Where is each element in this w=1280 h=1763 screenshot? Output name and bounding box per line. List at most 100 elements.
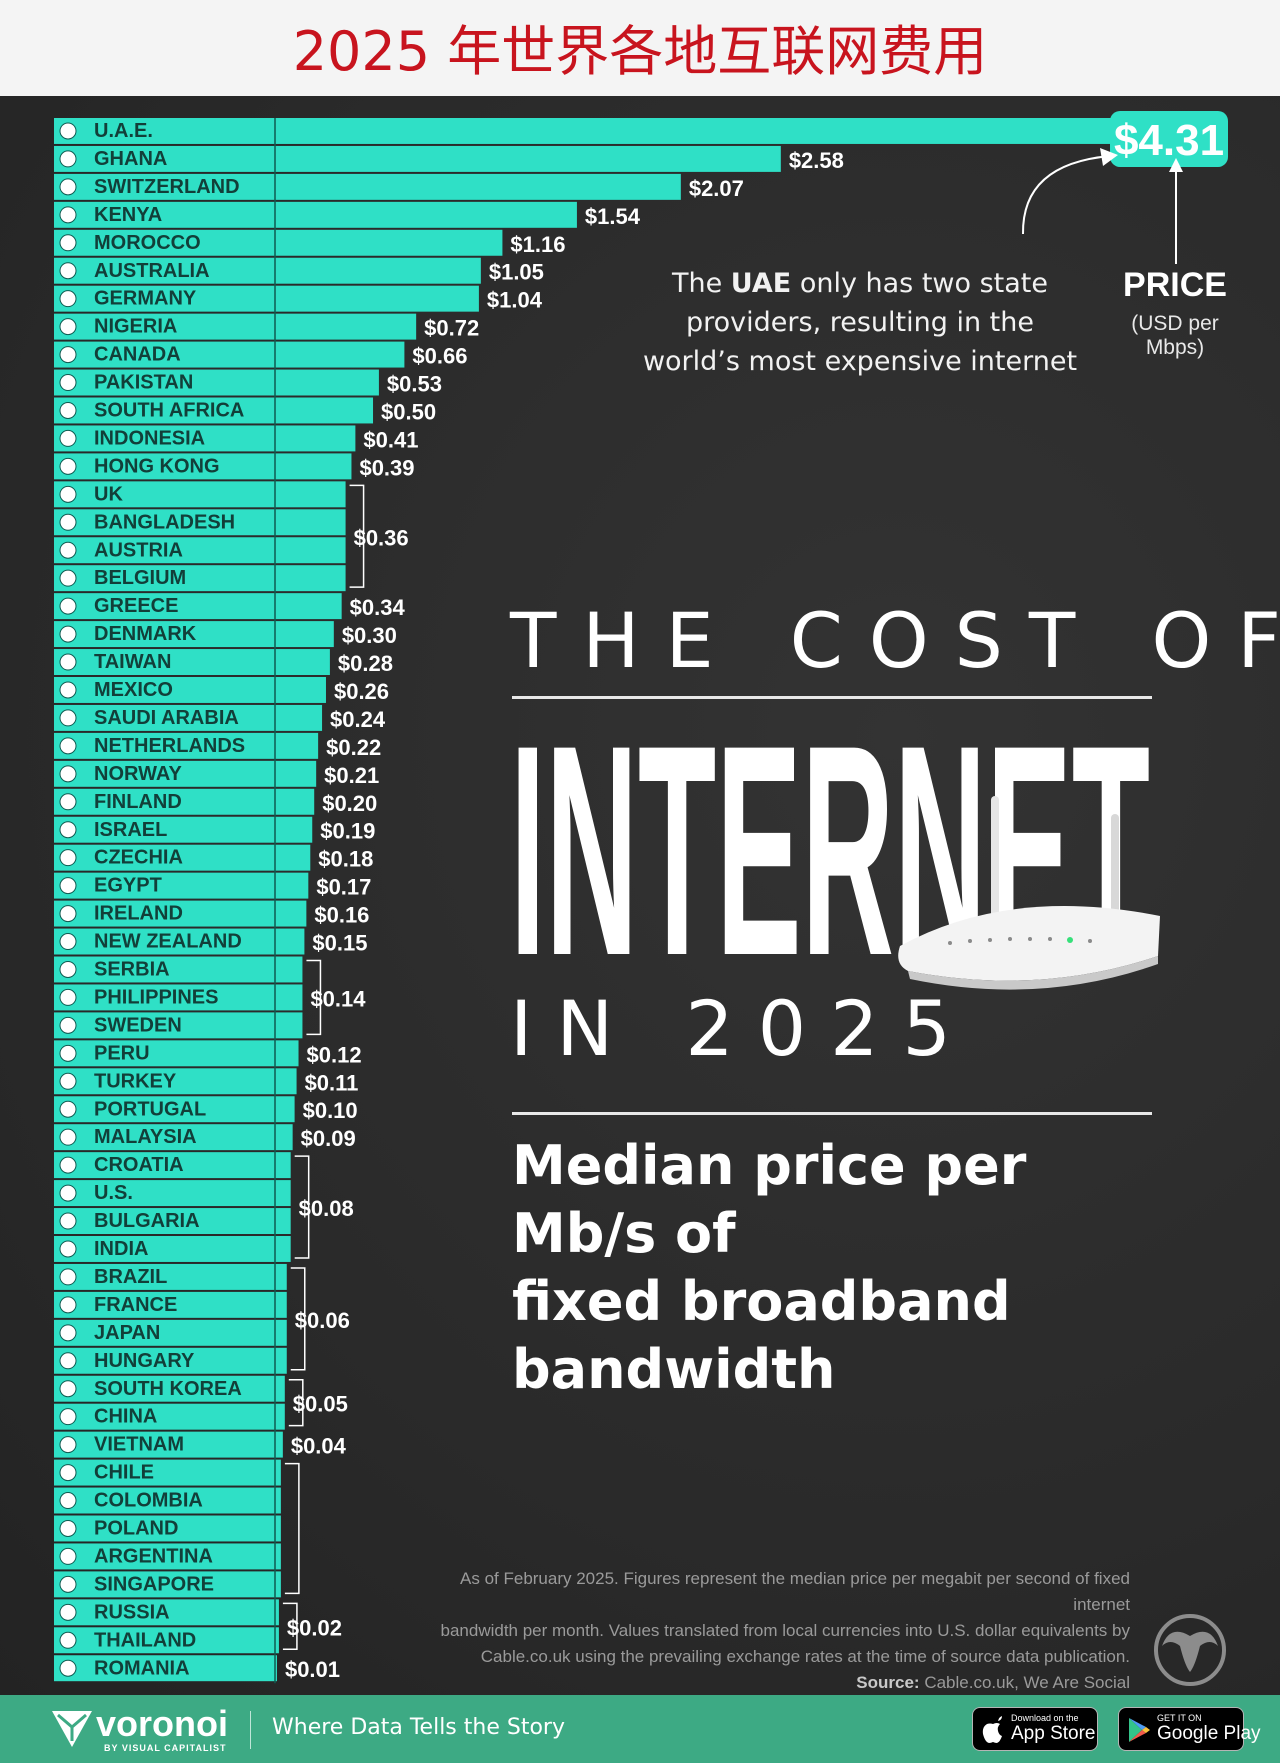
category-label-new-zealand: NEW ZEALAND — [94, 931, 242, 953]
bar-morocco — [54, 229, 503, 256]
callout-arrow-head — [1100, 148, 1118, 166]
bar-philippines — [54, 984, 303, 1011]
bar-south-korea — [54, 1375, 285, 1402]
brand-name[interactable]: voronoi — [96, 1703, 228, 1744]
category-label-chile: CHILE — [94, 1462, 154, 1484]
category-label-ireland: IRELAND — [94, 903, 183, 925]
category-label-czechia: CZECHIA — [94, 847, 183, 869]
group-bracket-36 — [284, 1462, 300, 1595]
infographic: U.A.E. GHANA SWITZERLAND KENYA MOROCCO AUSTRA… — [0, 96, 1280, 1695]
app-store-badge[interactable]: Download on the App Store — [972, 1707, 1098, 1751]
callout-arrow-curve — [1021, 155, 1111, 235]
category-label-nigeria: NIGERIA — [94, 316, 177, 338]
flag-hong-kong-icon — [59, 457, 77, 475]
flag-south-korea-icon — [59, 1380, 77, 1398]
category-label-netherlands: NETHERLANDS — [94, 735, 245, 757]
value-label-34: $0.05 — [293, 1392, 348, 1417]
flag-argentina-icon — [59, 1547, 77, 1565]
value-label-17: $0.26 — [334, 679, 389, 704]
bar-bangladesh — [54, 509, 346, 536]
google-play-small-text: GET IT ON — [1157, 1713, 1202, 1723]
value-label-20: $0.21 — [324, 763, 379, 788]
category-label-hungary: HUNGARY — [94, 1350, 195, 1372]
google-play-badge[interactable]: GET IT ON Google Play — [1118, 1707, 1261, 1751]
footer-tagline: Where Data Tells the Story — [272, 1715, 565, 1740]
category-label-france: FRANCE — [94, 1294, 177, 1316]
flag-ireland-icon — [59, 905, 77, 923]
flag-india-icon — [59, 1240, 77, 1258]
bar-croatia — [54, 1152, 291, 1179]
category-label-canada: CANADA — [94, 344, 181, 366]
flag-russia-icon — [59, 1603, 77, 1621]
flag-france-icon — [59, 1296, 77, 1314]
category-label-japan: JAPAN — [94, 1322, 160, 1344]
flag-pakistan-icon — [59, 374, 77, 392]
price-axis-unit: (USD per Mbps) — [1131, 312, 1219, 359]
value-label-24: $0.17 — [316, 875, 371, 900]
value-label-33: $0.06 — [295, 1308, 350, 1333]
category-label-hong-kong: HONG KONG — [94, 455, 220, 477]
headline-rule-bottom — [512, 1112, 1152, 1115]
bar-israel — [54, 816, 313, 843]
category-label-russia: RUSSIA — [94, 1601, 170, 1623]
bar-chile — [54, 1459, 281, 1486]
source-label: Source: — [856, 1673, 920, 1692]
bar-turkey — [54, 1068, 297, 1095]
bar-thailand — [54, 1627, 279, 1654]
price-arrow-head — [1169, 158, 1183, 172]
bar-france — [54, 1291, 287, 1318]
bar-u-a-e — [54, 118, 1120, 144]
category-label-serbia: SERBIA — [94, 959, 170, 981]
source-text: Cable.co.uk, We Are Social — [919, 1673, 1130, 1692]
voronoi-logo-icon[interactable] — [50, 1707, 94, 1751]
category-label-india: INDIA — [94, 1238, 148, 1260]
value-label-10: $0.50 — [381, 399, 436, 424]
category-label-taiwan: TAIWAN — [94, 651, 171, 673]
bar-kenya — [54, 201, 577, 228]
bar-uk — [54, 481, 346, 508]
callout-text-post: only has two state providers, resulting … — [642, 268, 1078, 377]
category-label-u-s: U.S. — [94, 1182, 133, 1204]
group-bracket-13 — [349, 484, 365, 588]
flag-vietnam-icon — [59, 1436, 77, 1454]
flag-sweden-icon — [59, 1016, 77, 1034]
category-label-uk: UK — [94, 483, 123, 505]
value-label-15: $0.30 — [342, 623, 397, 648]
value-label-3: $1.54 — [585, 204, 641, 229]
apple-icon — [982, 1716, 1002, 1743]
bar-malaysia — [54, 1124, 293, 1151]
flag-czechia-icon — [59, 849, 77, 867]
uae-callout: The UAE only has two state providers, re… — [640, 264, 1080, 381]
category-label-portugal: PORTUGAL — [94, 1098, 206, 1120]
bar-china — [54, 1403, 285, 1430]
subtitle-line-1: Median price per Mb/s of — [512, 1134, 1027, 1265]
bar-russia — [54, 1599, 279, 1626]
value-label-19: $0.22 — [326, 735, 381, 760]
category-label-poland: POLAND — [94, 1518, 178, 1540]
flag-uk-icon — [59, 485, 77, 503]
flag-brazil-icon — [59, 1268, 77, 1286]
bar-south-africa — [54, 397, 374, 424]
flag-singapore-icon — [59, 1575, 77, 1593]
bar-bulgaria — [54, 1208, 291, 1234]
bar-czechia — [54, 844, 311, 871]
category-label-switzerland: SWITZERLAND — [94, 176, 240, 198]
category-label-peru: PERU — [94, 1042, 150, 1064]
value-label-35: $0.04 — [291, 1434, 347, 1459]
flag-indonesia-icon — [59, 429, 77, 447]
value-label-11: $0.41 — [363, 427, 418, 452]
category-label-south-africa: SOUTH AFRICA — [94, 400, 244, 422]
value-label-13: $0.36 — [354, 525, 409, 550]
category-label-ghana: GHANA — [94, 148, 167, 170]
category-label-romania: ROMANIA — [94, 1657, 190, 1679]
category-label-turkey: TURKEY — [94, 1070, 177, 1092]
flag-chile-icon — [59, 1464, 77, 1482]
value-label-32: $0.08 — [299, 1196, 354, 1221]
category-label-bulgaria: BULGARIA — [94, 1210, 200, 1232]
value-label-5: $1.05 — [489, 260, 544, 285]
bar-canada — [54, 341, 405, 368]
bar-indonesia — [54, 425, 356, 452]
flag-new-zealand-icon — [59, 933, 77, 951]
category-label-china: CHINA — [94, 1406, 157, 1428]
category-label-sweden: SWEDEN — [94, 1014, 182, 1036]
